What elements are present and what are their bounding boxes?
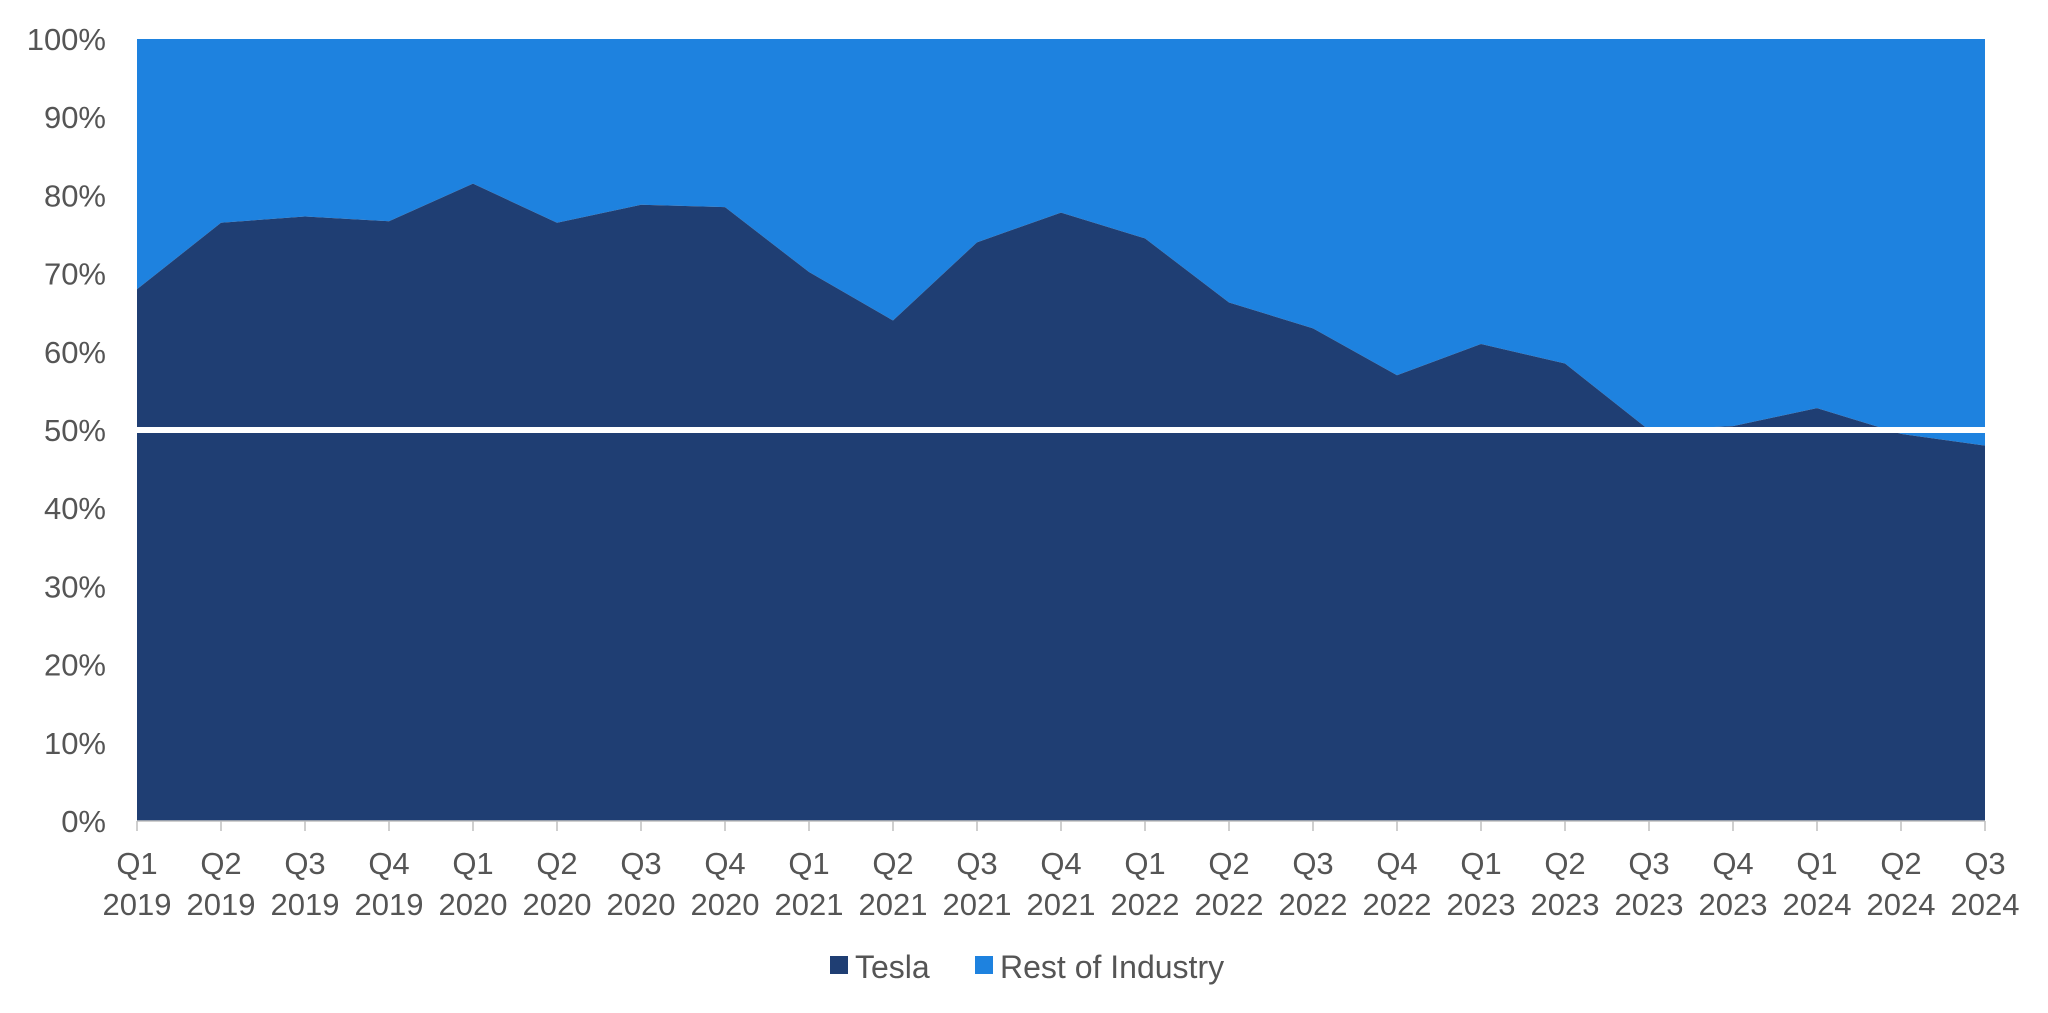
x-tick-quarter: Q3 xyxy=(1292,846,1333,881)
x-tick-year: 2023 xyxy=(1615,887,1684,922)
x-tick-label: Q3 2020 xyxy=(607,846,676,922)
x-tick-quarter: Q2 xyxy=(1208,846,1249,881)
plot-area xyxy=(137,39,1985,822)
x-tick-year: 2023 xyxy=(1447,887,1516,922)
x-tick-quarter: Q2 xyxy=(1544,846,1585,881)
x-tick-quarter: Q2 xyxy=(536,846,577,881)
x-tick-label: Q1 2024 xyxy=(1783,846,1852,922)
x-tick-year: 2021 xyxy=(775,887,844,922)
x-tick-year: 2019 xyxy=(187,887,256,922)
x-tick-quarter: Q1 xyxy=(116,846,157,881)
y-tick-label: 0% xyxy=(61,804,106,839)
x-tick-label: Q4 2020 xyxy=(691,846,760,922)
x-tick-label: Q3 2024 xyxy=(1951,846,2020,922)
x-tick-quarter: Q1 xyxy=(1460,846,1501,881)
y-tick-label: 70% xyxy=(44,257,106,292)
x-tick-year: 2021 xyxy=(859,887,928,922)
x-tick-quarter: Q3 xyxy=(1628,846,1669,881)
x-tick-quarter: Q4 xyxy=(1040,846,1081,881)
x-tick-year: 2022 xyxy=(1279,887,1348,922)
x-tick-quarter: Q1 xyxy=(1796,846,1837,881)
y-tick-label: 80% xyxy=(44,178,106,213)
x-tick-year: 2020 xyxy=(523,887,592,922)
x-tick-label: Q1 2019 xyxy=(103,846,172,922)
x-tick-label: Q3 2021 xyxy=(943,846,1012,922)
y-tick-label: 30% xyxy=(44,569,106,604)
area-tesla xyxy=(137,183,1985,822)
x-tick-quarter: Q1 xyxy=(788,846,829,881)
x-tick-quarter: Q1 xyxy=(1124,846,1165,881)
x-tick-label: Q3 2019 xyxy=(271,846,340,922)
x-tick-year: 2019 xyxy=(271,887,340,922)
x-tick-label: Q2 2022 xyxy=(1195,846,1264,922)
legend-item-rest-of-industry: Rest of Industry xyxy=(975,949,1224,985)
x-tick-quarter: Q4 xyxy=(1376,846,1417,881)
x-tick-year: 2024 xyxy=(1867,887,1936,922)
x-tick-label: Q1 2022 xyxy=(1111,846,1180,922)
x-tick-quarter: Q2 xyxy=(200,846,241,881)
x-tick-label: Q4 2021 xyxy=(1027,846,1096,922)
y-tick-label: 100% xyxy=(27,22,106,57)
y-tick-label: 10% xyxy=(44,726,106,761)
x-tick-year: 2022 xyxy=(1195,887,1264,922)
x-tick-quarter: Q3 xyxy=(620,846,661,881)
x-tick-label: Q2 2023 xyxy=(1531,846,1600,922)
legend: Tesla Rest of Industry xyxy=(830,949,1224,985)
x-tick-label: Q1 2020 xyxy=(439,846,508,922)
legend-swatch xyxy=(830,956,848,974)
y-tick-label: 60% xyxy=(44,335,106,370)
x-tick-year: 2023 xyxy=(1531,887,1600,922)
x-tick-label: Q4 2023 xyxy=(1699,846,1768,922)
x-tick-year: 2022 xyxy=(1111,887,1180,922)
x-tick-year: 2019 xyxy=(103,887,172,922)
x-tick-label: Q1 2023 xyxy=(1447,846,1516,922)
x-tick-year: 2021 xyxy=(943,887,1012,922)
x-tick-quarter: Q1 xyxy=(452,846,493,881)
y-tick-label: 20% xyxy=(44,648,106,683)
x-tick-quarter: Q4 xyxy=(704,846,745,881)
y-tick-label: 50% xyxy=(44,413,106,448)
x-tick-quarter: Q3 xyxy=(956,846,997,881)
x-tick-year: 2019 xyxy=(355,887,424,922)
y-tick-label: 90% xyxy=(44,100,106,135)
x-tick-label: Q2 2021 xyxy=(859,846,928,922)
x-tick-quarter: Q3 xyxy=(284,846,325,881)
x-tick-year: 2021 xyxy=(1027,887,1096,922)
axes: 0%10%20%30%40%50%60%70%80%90%100%Q1 2019Q… xyxy=(27,22,2020,922)
x-tick-year: 2020 xyxy=(607,887,676,922)
x-tick-year: 2022 xyxy=(1363,887,1432,922)
x-tick-label: Q1 2021 xyxy=(775,846,844,922)
x-tick-quarter: Q2 xyxy=(1880,846,1921,881)
x-tick-label: Q3 2023 xyxy=(1615,846,1684,922)
x-tick-year: 2024 xyxy=(1783,887,1852,922)
x-tick-label: Q2 2019 xyxy=(187,846,256,922)
x-tick-label: Q4 2022 xyxy=(1363,846,1432,922)
x-tick-year: 2020 xyxy=(691,887,760,922)
area-rest-of-industry xyxy=(137,39,1985,446)
x-tick-quarter: Q3 xyxy=(1964,846,2005,881)
x-tick-quarter: Q4 xyxy=(1712,846,1753,881)
x-tick-label: Q2 2020 xyxy=(523,846,592,922)
y-tick-label: 40% xyxy=(44,491,106,526)
x-tick-label: Q2 2024 xyxy=(1867,846,1936,922)
legend-label: Tesla xyxy=(855,949,930,985)
x-tick-year: 2020 xyxy=(439,887,508,922)
legend-swatch xyxy=(975,956,993,974)
x-tick-quarter: Q2 xyxy=(872,846,913,881)
x-tick-year: 2024 xyxy=(1951,887,2020,922)
x-tick-label: Q3 2022 xyxy=(1279,846,1348,922)
x-tick-label: Q4 2019 xyxy=(355,846,424,922)
x-tick-quarter: Q4 xyxy=(368,846,409,881)
legend-label: Rest of Industry xyxy=(1000,949,1224,985)
x-tick-year: 2023 xyxy=(1699,887,1768,922)
legend-item-tesla: Tesla xyxy=(830,949,930,985)
